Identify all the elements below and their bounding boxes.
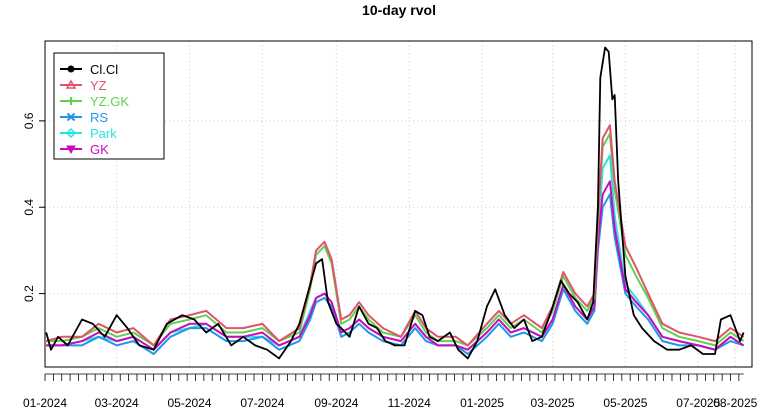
x-tick-label: 09-2024 [314, 396, 358, 410]
x-tick-label: 08-2025 [713, 396, 757, 410]
legend-marker [66, 112, 76, 122]
series-layer [45, 46, 745, 360]
legend-marker [67, 65, 75, 73]
y-tick-label: 0.6 [22, 112, 36, 129]
legend-marker-diamond [65, 127, 77, 139]
x-axis: 01-2024 03-2024 05-2024 07-2024 09-2024 11-20… [23, 373, 758, 410]
y-tick-label: 0.2 [22, 285, 36, 302]
legend-item-gk: GK [60, 142, 109, 157]
x-tick-label: 03-2024 [95, 396, 139, 410]
legend-item-park: Park [60, 126, 117, 141]
legend-item-rs: RS [60, 110, 108, 125]
legend-item-yz-gk: YZ.GK [60, 94, 129, 109]
x-minor-ticks [44, 373, 744, 381]
legend-marker-cross-b [66, 112, 76, 122]
legend-marker-circle [67, 65, 75, 73]
legend-label: YZ.GK [90, 94, 129, 109]
x-tick-label: 05-2025 [603, 396, 647, 410]
x-tick-label: 01-2025 [460, 396, 504, 410]
legend-marker [67, 97, 75, 105]
y-axis: 0.2 0.4 0.6 [22, 112, 45, 302]
legend-marker [66, 145, 76, 155]
legend-label: Cl.Cl [90, 62, 118, 77]
y-tick-label: 0.4 [22, 199, 36, 216]
x-tick-label: 07-2025 [676, 396, 720, 410]
legend-item-cl-cl: Cl.Cl [60, 62, 118, 77]
series-line-yz-gk [46, 132, 745, 347]
legend-label: RS [90, 110, 108, 125]
x-tick-label: 11-2024 [388, 396, 431, 410]
x-tick-label: 01-2024 [23, 396, 67, 410]
legend-label: GK [90, 142, 109, 157]
x-tick-label: 03-2025 [531, 396, 575, 410]
series-line-cl-cl [45, 46, 745, 360]
legend-marker [65, 127, 77, 139]
legend-item-yz: YZ [60, 78, 107, 93]
legend-marker-triangle [65, 79, 77, 89]
legend-marker [65, 79, 77, 89]
series-line-rs [46, 193, 744, 355]
x-tick-label: 05-2024 [167, 396, 211, 410]
x-tick-label: 07-2024 [240, 396, 284, 410]
series-line-gk [46, 180, 745, 351]
legend-marker-triangle-down [66, 145, 76, 155]
legend-label: YZ [90, 78, 107, 93]
chart-title: 10-day rvol [362, 2, 436, 18]
legend-label: Park [90, 126, 117, 141]
plot-frame [44, 40, 753, 368]
